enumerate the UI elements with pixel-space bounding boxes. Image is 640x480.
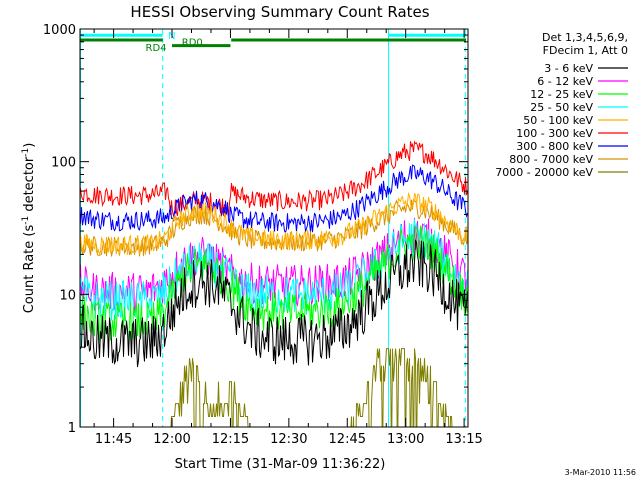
x-tick-label-5: 13:00 <box>387 432 424 447</box>
legend-label-0: 3 - 6 keV <box>544 62 593 75</box>
legend-label-2: 12 - 25 keV <box>530 88 593 101</box>
y-label-sup2: -1 <box>21 148 31 157</box>
chart-title: HESSI Observing Summary Count Rates <box>130 3 429 21</box>
legend-label-1: 6 - 12 keV <box>537 75 593 88</box>
x-tick-label-6: 13:15 <box>445 432 482 447</box>
y-label-end: ) <box>22 143 37 148</box>
series-line-5 <box>80 140 468 218</box>
x-tick-label-1: 12:00 <box>153 432 190 447</box>
y-tick-label-2: 100 <box>51 156 76 171</box>
legend-label-8: 7000 - 20000 keV <box>495 166 593 179</box>
series-line-4 <box>80 191 468 256</box>
legend-label-5: 100 - 300 keV <box>516 127 593 140</box>
legend-label-6: 300 - 800 keV <box>516 140 593 153</box>
x-tick-label-4: 12:45 <box>329 432 366 447</box>
series-line-6 <box>80 164 468 234</box>
legend-header-line1: Det 1,3,4,5,6,9, <box>542 31 628 44</box>
x-axis: 11:45 12:00 12:15 12:30 12:45 13:00 13:15 <box>93 29 483 447</box>
x-axis-label: Start Time (31-Mar-09 11:36:22) <box>175 457 386 472</box>
flag-label-1: RD0 <box>182 37 203 48</box>
legend-label-4: 50 - 100 keV <box>523 114 593 127</box>
series-line-8 <box>170 348 453 427</box>
legend: Det 1,3,4,5,6,9, FDecim 1, Att 0 3 - 6 k… <box>495 31 628 179</box>
legend-header-line2: FDecim 1, Att 0 <box>543 44 628 57</box>
y-tick-label-1: 10 <box>59 288 76 303</box>
series-layer <box>80 140 468 427</box>
y-label-main: Count Rate (s <box>22 225 37 314</box>
legend-label-3: 25 - 50 keV <box>530 101 593 114</box>
y-axis-label: Count Rate (s-1 detector-1) <box>21 143 37 314</box>
date-stamp: 3-Mar-2010 11:56 <box>565 468 636 477</box>
series-line-0 <box>80 239 468 368</box>
vertical-markers <box>80 29 466 427</box>
y-label-mid: detector <box>22 156 37 216</box>
y-axis: 1 10 100 1000 <box>43 23 468 436</box>
y-label-sup1: -1 <box>21 216 31 225</box>
plot-frame <box>79 28 469 428</box>
x-tick-label-0: 11:45 <box>95 432 132 447</box>
x-tick-label-3: 12:30 <box>270 432 307 447</box>
flag-bars: NRD0RD4 <box>80 31 467 54</box>
legend-label-7: 800 - 7000 keV <box>509 153 593 166</box>
flag-label-2: RD4 <box>146 43 167 54</box>
y-tick-label-3: 1000 <box>43 23 76 38</box>
x-tick-label-2: 12:15 <box>212 432 249 447</box>
y-tick-label-0: 1 <box>68 421 76 436</box>
